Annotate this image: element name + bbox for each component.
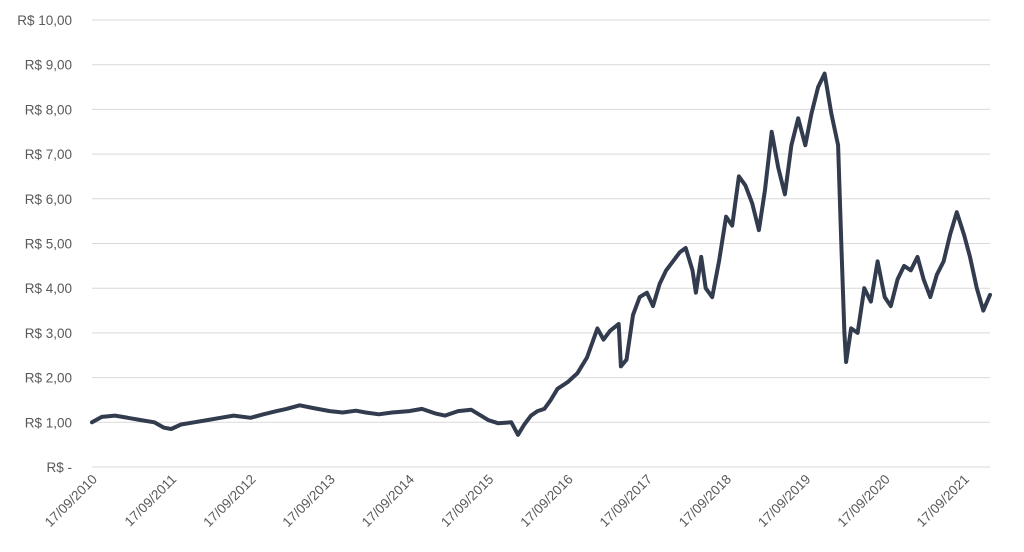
x-tick-label: 17/09/2014 bbox=[359, 471, 418, 530]
y-tick-label: R$ 10,00 bbox=[17, 13, 72, 28]
y-axis-tick-labels: R$ - R$ 1,00 R$ 2,00 R$ 3,00 R$ 4,00 R$ 5,00 R… bbox=[17, 13, 72, 475]
x-tick-label: 17/09/2020 bbox=[834, 472, 892, 530]
y-tick-label: R$ 7,00 bbox=[25, 147, 72, 162]
x-tick-label: 17/09/2012 bbox=[200, 472, 258, 530]
y-tick-label: R$ 2,00 bbox=[25, 371, 72, 386]
y-tick-label: R$ 5,00 bbox=[25, 237, 72, 252]
series-layer bbox=[90, 71, 992, 437]
x-tick-label: 17/09/2019 bbox=[755, 472, 813, 530]
x-tick-label: 17/09/2021 bbox=[914, 472, 972, 530]
x-tick-label: 17/09/2013 bbox=[280, 472, 338, 530]
y-tick-label: R$ 3,00 bbox=[25, 326, 72, 341]
x-tick-label: 17/09/2017 bbox=[597, 472, 655, 530]
y-tick-label: R$ 1,00 bbox=[25, 415, 72, 430]
x-tick-label: 17/09/2016 bbox=[517, 472, 575, 530]
x-axis-tick-labels: 17/09/2010 17/09/2011 17/09/2012 17/09/2013… bbox=[42, 471, 972, 530]
y-tick-label: R$ 6,00 bbox=[25, 192, 72, 207]
y-tick-label: R$ - bbox=[46, 460, 72, 475]
y-tick-label: R$ 8,00 bbox=[25, 102, 72, 117]
y-tick-label: R$ 4,00 bbox=[25, 281, 72, 296]
x-tick-label: 17/09/2018 bbox=[676, 472, 734, 530]
series-line bbox=[90, 71, 992, 437]
x-tick-label: 17/09/2010 bbox=[42, 472, 100, 530]
x-tick-label: 17/09/2015 bbox=[438, 472, 496, 530]
gridlines bbox=[92, 19, 990, 468]
x-tick-label: 17/09/2011 bbox=[122, 472, 180, 530]
y-tick-label: R$ 9,00 bbox=[25, 58, 72, 73]
